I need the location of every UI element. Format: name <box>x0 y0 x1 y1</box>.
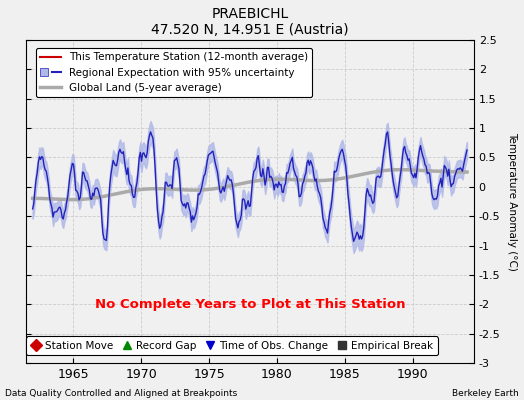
Text: Berkeley Earth: Berkeley Earth <box>452 389 519 398</box>
Legend: Station Move, Record Gap, Time of Obs. Change, Empirical Break: Station Move, Record Gap, Time of Obs. C… <box>26 336 438 355</box>
Text: No Complete Years to Plot at This Station: No Complete Years to Plot at This Statio… <box>94 298 405 312</box>
Y-axis label: Temperature Anomaly (°C): Temperature Anomaly (°C) <box>507 132 517 271</box>
Text: Data Quality Controlled and Aligned at Breakpoints: Data Quality Controlled and Aligned at B… <box>5 389 237 398</box>
Title: PRAEBICHL
47.520 N, 14.951 E (Austria): PRAEBICHL 47.520 N, 14.951 E (Austria) <box>151 7 348 37</box>
